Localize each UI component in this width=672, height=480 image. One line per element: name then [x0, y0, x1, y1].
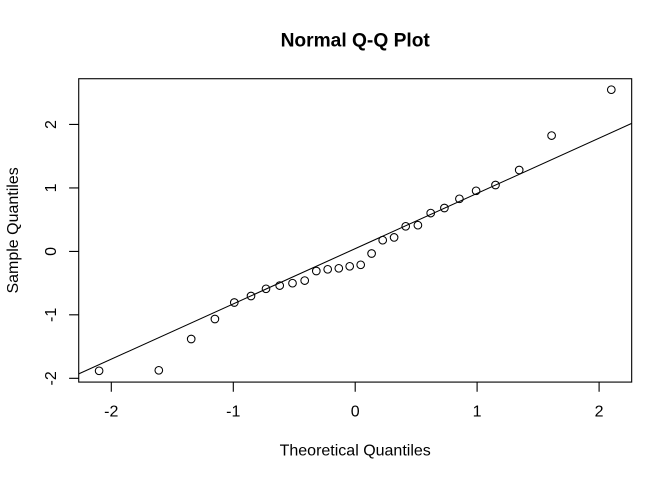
svg-text:-1: -1 [43, 308, 60, 322]
svg-text:-2: -2 [104, 404, 118, 421]
svg-text:1: 1 [43, 183, 60, 192]
svg-text:1: 1 [473, 404, 482, 421]
svg-text:Sample Quantiles: Sample Quantiles [5, 167, 22, 293]
svg-text:-2: -2 [43, 371, 60, 385]
svg-text:Normal Q-Q Plot: Normal Q-Q Plot [281, 30, 431, 51]
svg-text:2: 2 [595, 404, 604, 421]
svg-text:0: 0 [351, 404, 360, 421]
svg-text:Theoretical Quantiles: Theoretical Quantiles [280, 442, 431, 459]
svg-text:0: 0 [43, 247, 60, 256]
svg-text:-1: -1 [226, 404, 240, 421]
svg-text:2: 2 [43, 120, 60, 129]
